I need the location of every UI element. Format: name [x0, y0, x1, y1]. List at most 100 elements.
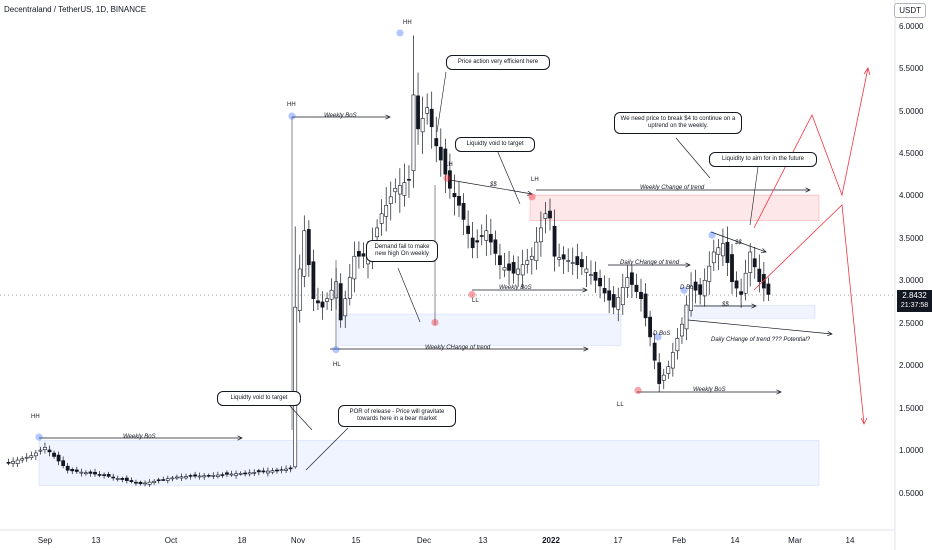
daily-choch-line: [687, 319, 833, 335]
projection-up-head: [863, 67, 871, 76]
candle-body: [734, 280, 739, 289]
candle-body: [384, 205, 389, 217]
time-tick: Dec: [416, 536, 432, 545]
pivot-label: HL: [333, 362, 341, 368]
note-pointer: [288, 404, 313, 431]
pivot-marker: [708, 231, 716, 239]
candle-body: [270, 470, 275, 473]
daily-choch-line-head: [685, 262, 691, 268]
candle-body: [33, 452, 38, 457]
candle-body: [361, 253, 366, 257]
candle-body: [393, 188, 398, 193]
candle-body: [129, 480, 134, 482]
candle-body: [106, 474, 111, 477]
candle-body: [175, 476, 179, 479]
candle-body: [115, 478, 120, 480]
candle-body: [74, 469, 79, 472]
price-tick: 3.5000: [899, 234, 924, 243]
price-tick: 5.0000: [899, 107, 924, 116]
pivot-label: HH: [403, 20, 412, 26]
time-tick: 13: [478, 536, 488, 545]
candle-body: [466, 225, 471, 234]
candle-body: [543, 213, 548, 219]
candle-body: [475, 240, 480, 243]
candle-body: [598, 277, 602, 287]
candle-body: [620, 287, 625, 306]
candle-body: [570, 262, 575, 264]
candle-body: [493, 239, 498, 254]
weekly-choch-line-head: [805, 187, 811, 193]
candle-body: [302, 230, 307, 277]
candle-body: [84, 472, 88, 475]
candle-body: [206, 475, 211, 477]
price-tick: 5.5000: [899, 64, 924, 73]
pivot-marker: [35, 433, 43, 441]
candle-body: [138, 481, 143, 485]
candle-body: [170, 477, 175, 480]
candle-body: [457, 195, 461, 206]
candle-body: [488, 234, 493, 243]
pivot-marker: [680, 286, 688, 294]
candle-body: [6, 462, 11, 464]
candle-body: [693, 281, 698, 291]
note-liquidity-void-upper[interactable]: Liquidty void to target: [455, 137, 535, 152]
candle-body: [165, 478, 170, 481]
note-por-release[interactable]: POR of release - Price will gravitate to…: [338, 405, 456, 427]
candle-body: [256, 470, 261, 473]
note-liquidity-aim[interactable]: Liquidity to aim for in the future: [709, 152, 817, 167]
candle-body: [11, 461, 16, 464]
candle-body: [589, 274, 593, 276]
time-tick: Mar: [788, 536, 802, 545]
candle-body: [29, 455, 34, 459]
pivot-marker: [431, 318, 439, 327]
candle-body: [356, 250, 361, 257]
note-pointer: [675, 137, 711, 179]
candle-body: [229, 473, 234, 476]
candle-body: [711, 251, 716, 264]
candle-body: [220, 474, 225, 476]
drawings-layer: [0, 67, 895, 471]
weekly-bos-line-head: [385, 114, 391, 120]
candle-body: [343, 298, 348, 317]
currency-button[interactable]: USDT: [894, 3, 926, 18]
projection-down: [753, 204, 865, 425]
note-liquidity-void-lower[interactable]: Liquidty void to target: [217, 391, 301, 406]
candle-body: [316, 300, 320, 304]
candle-body: [184, 476, 188, 479]
candle-body: [297, 268, 302, 311]
weekly-bos-line-head: [582, 287, 588, 293]
candle-body: [470, 237, 475, 249]
pivot-marker: [332, 346, 340, 354]
liquidity-line-head: [527, 190, 533, 196]
candle-body: [748, 251, 753, 273]
pivots-layer: [35, 29, 716, 441]
note-pointer: [305, 427, 349, 471]
zone-rect: [529, 194, 820, 221]
candle-body: [379, 213, 384, 224]
candle-body: [329, 289, 334, 300]
candle-body: [397, 185, 402, 195]
price-tick: 2.0000: [899, 361, 924, 370]
candle-body: [24, 456, 29, 459]
candle-body: [707, 265, 712, 282]
candle-body: [134, 481, 138, 484]
candle-body: [443, 148, 448, 175]
candle-body: [238, 473, 243, 475]
candle-body: [461, 203, 466, 220]
label-daily-change-of-trend: Daily CHange of trend: [620, 260, 680, 266]
time-tick: Nov: [290, 536, 306, 545]
price-tick: 3.0000: [899, 276, 924, 285]
note-demand-fail[interactable]: Demand fail to make new high On weekly: [366, 240, 438, 262]
liquidity-line: [449, 179, 533, 195]
candle-body: [766, 283, 771, 295]
candle-body: [156, 479, 161, 482]
candle-body: [498, 255, 502, 266]
candle-body: [634, 284, 639, 292]
weekly-choch-line-head: [583, 346, 589, 352]
candle-body: [61, 460, 66, 466]
note-break-4[interactable]: We need price to break $4 to continue on…: [614, 112, 742, 134]
note-price-action[interactable]: Price action very efficient here: [446, 55, 550, 70]
pivot-marker: [654, 333, 662, 341]
candle-body: [438, 146, 443, 161]
